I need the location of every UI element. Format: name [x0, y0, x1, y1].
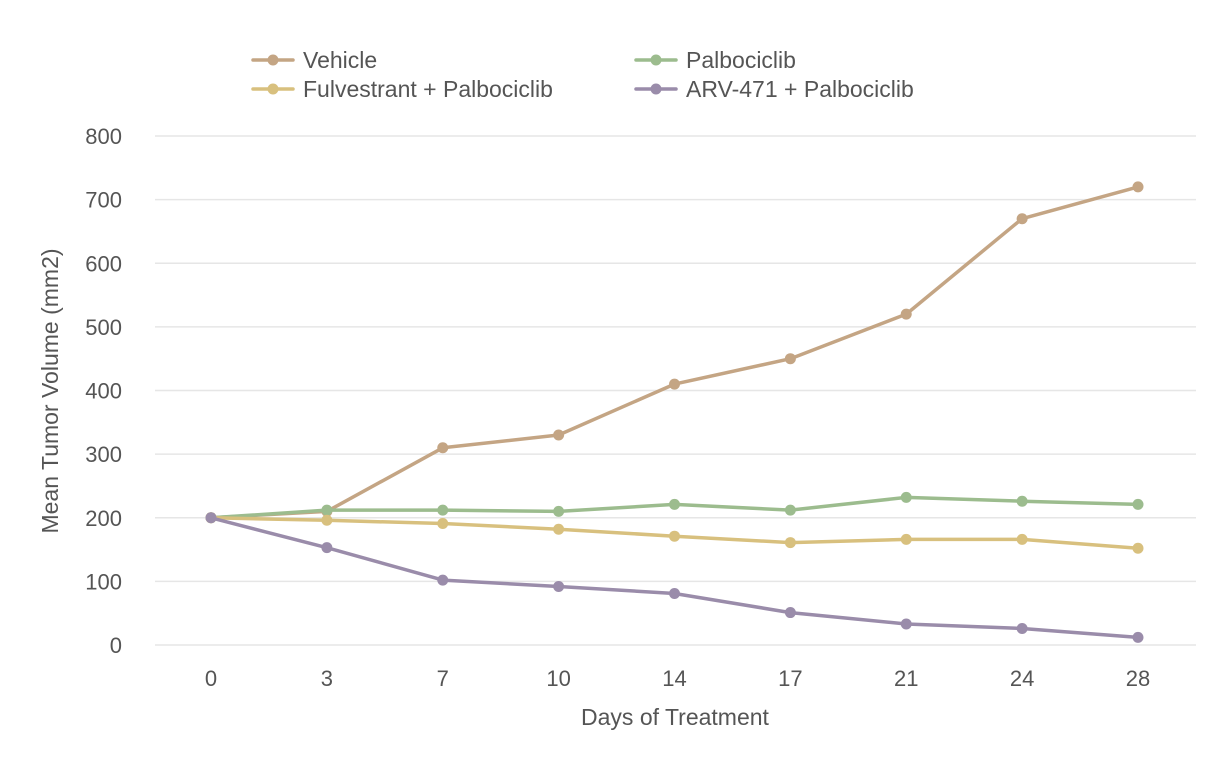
data-point [900, 533, 912, 545]
legend-item: Fulvestrant + Palbociclib [251, 76, 553, 102]
legend-item: Vehicle [251, 47, 377, 73]
data-point [553, 580, 565, 592]
y-tick-label: 0 [110, 633, 122, 658]
x-tick-label: 28 [1126, 666, 1150, 691]
legend-label: Fulvestrant + Palbociclib [303, 76, 553, 102]
x-axis-ticks: 0 3 7 10 14 17 21 24 28 [205, 666, 1150, 691]
data-point [553, 505, 565, 517]
data-point [1016, 533, 1028, 545]
data-point [784, 353, 796, 365]
data-point [1016, 622, 1028, 634]
data-point [553, 429, 565, 441]
data-point [1016, 495, 1028, 507]
series-0 [205, 181, 1144, 524]
data-point [669, 378, 680, 390]
y-axis-ticks: 0 100 200 300 400 500 600 700 800 [85, 124, 122, 658]
data-point [321, 514, 333, 526]
data-point [321, 542, 333, 554]
data-point [1016, 213, 1028, 225]
data-point [437, 574, 449, 586]
y-tick-label: 200 [85, 506, 122, 531]
data-point [437, 504, 449, 516]
y-tick-label: 600 [85, 251, 122, 276]
legend-item: ARV-471 + Palbociclib [634, 76, 914, 102]
x-tick-label: 14 [662, 666, 686, 691]
y-tick-label: 700 [85, 188, 122, 213]
y-axis-title: Mean Tumor Volume (mm2) [37, 248, 63, 533]
x-tick-label: 3 [321, 666, 333, 691]
x-axis-title: Days of Treatment [581, 704, 770, 730]
data-point [437, 517, 449, 529]
legend-swatch-marker [267, 54, 279, 66]
legend-label: Vehicle [303, 47, 377, 73]
legend-swatch-marker [650, 54, 662, 66]
data-point [553, 523, 565, 535]
x-tick-label: 7 [437, 666, 449, 691]
y-tick-label: 100 [85, 569, 122, 594]
x-tick-label: 21 [894, 666, 918, 691]
y-tick-label: 500 [85, 315, 122, 340]
data-point [784, 607, 796, 619]
data-point [1132, 498, 1144, 510]
legend-swatch-marker [650, 83, 662, 95]
data-point [669, 587, 680, 599]
x-tick-label: 17 [778, 666, 802, 691]
series-layer [205, 181, 1144, 643]
series-1 [205, 491, 1144, 524]
legend-label: Palbociclib [686, 47, 796, 73]
data-point [669, 498, 680, 510]
legend: Vehicle Palbociclib Fulvestrant + Palbocic… [251, 47, 914, 102]
legend-label: ARV-471 + Palbociclib [686, 76, 914, 102]
data-point [900, 618, 912, 630]
x-tick-label: 0 [205, 666, 217, 691]
data-point [900, 308, 912, 320]
data-point [437, 442, 449, 454]
data-point [1132, 631, 1144, 643]
y-tick-label: 300 [85, 442, 122, 467]
y-tick-label: 800 [85, 124, 122, 149]
data-point [669, 530, 680, 542]
data-point [205, 512, 217, 524]
legend-swatch-marker [267, 83, 279, 95]
legend-item: Palbociclib [634, 47, 796, 73]
x-tick-label: 10 [546, 666, 570, 691]
y-tick-label: 400 [85, 379, 122, 404]
x-tick-label: 24 [1010, 666, 1034, 691]
series-3 [205, 512, 1144, 643]
data-point [784, 537, 796, 549]
data-point [900, 491, 912, 503]
data-point [784, 504, 796, 516]
data-point [321, 504, 333, 516]
data-point [1132, 181, 1144, 193]
series-line [209, 185, 1140, 520]
data-point [1132, 542, 1144, 554]
